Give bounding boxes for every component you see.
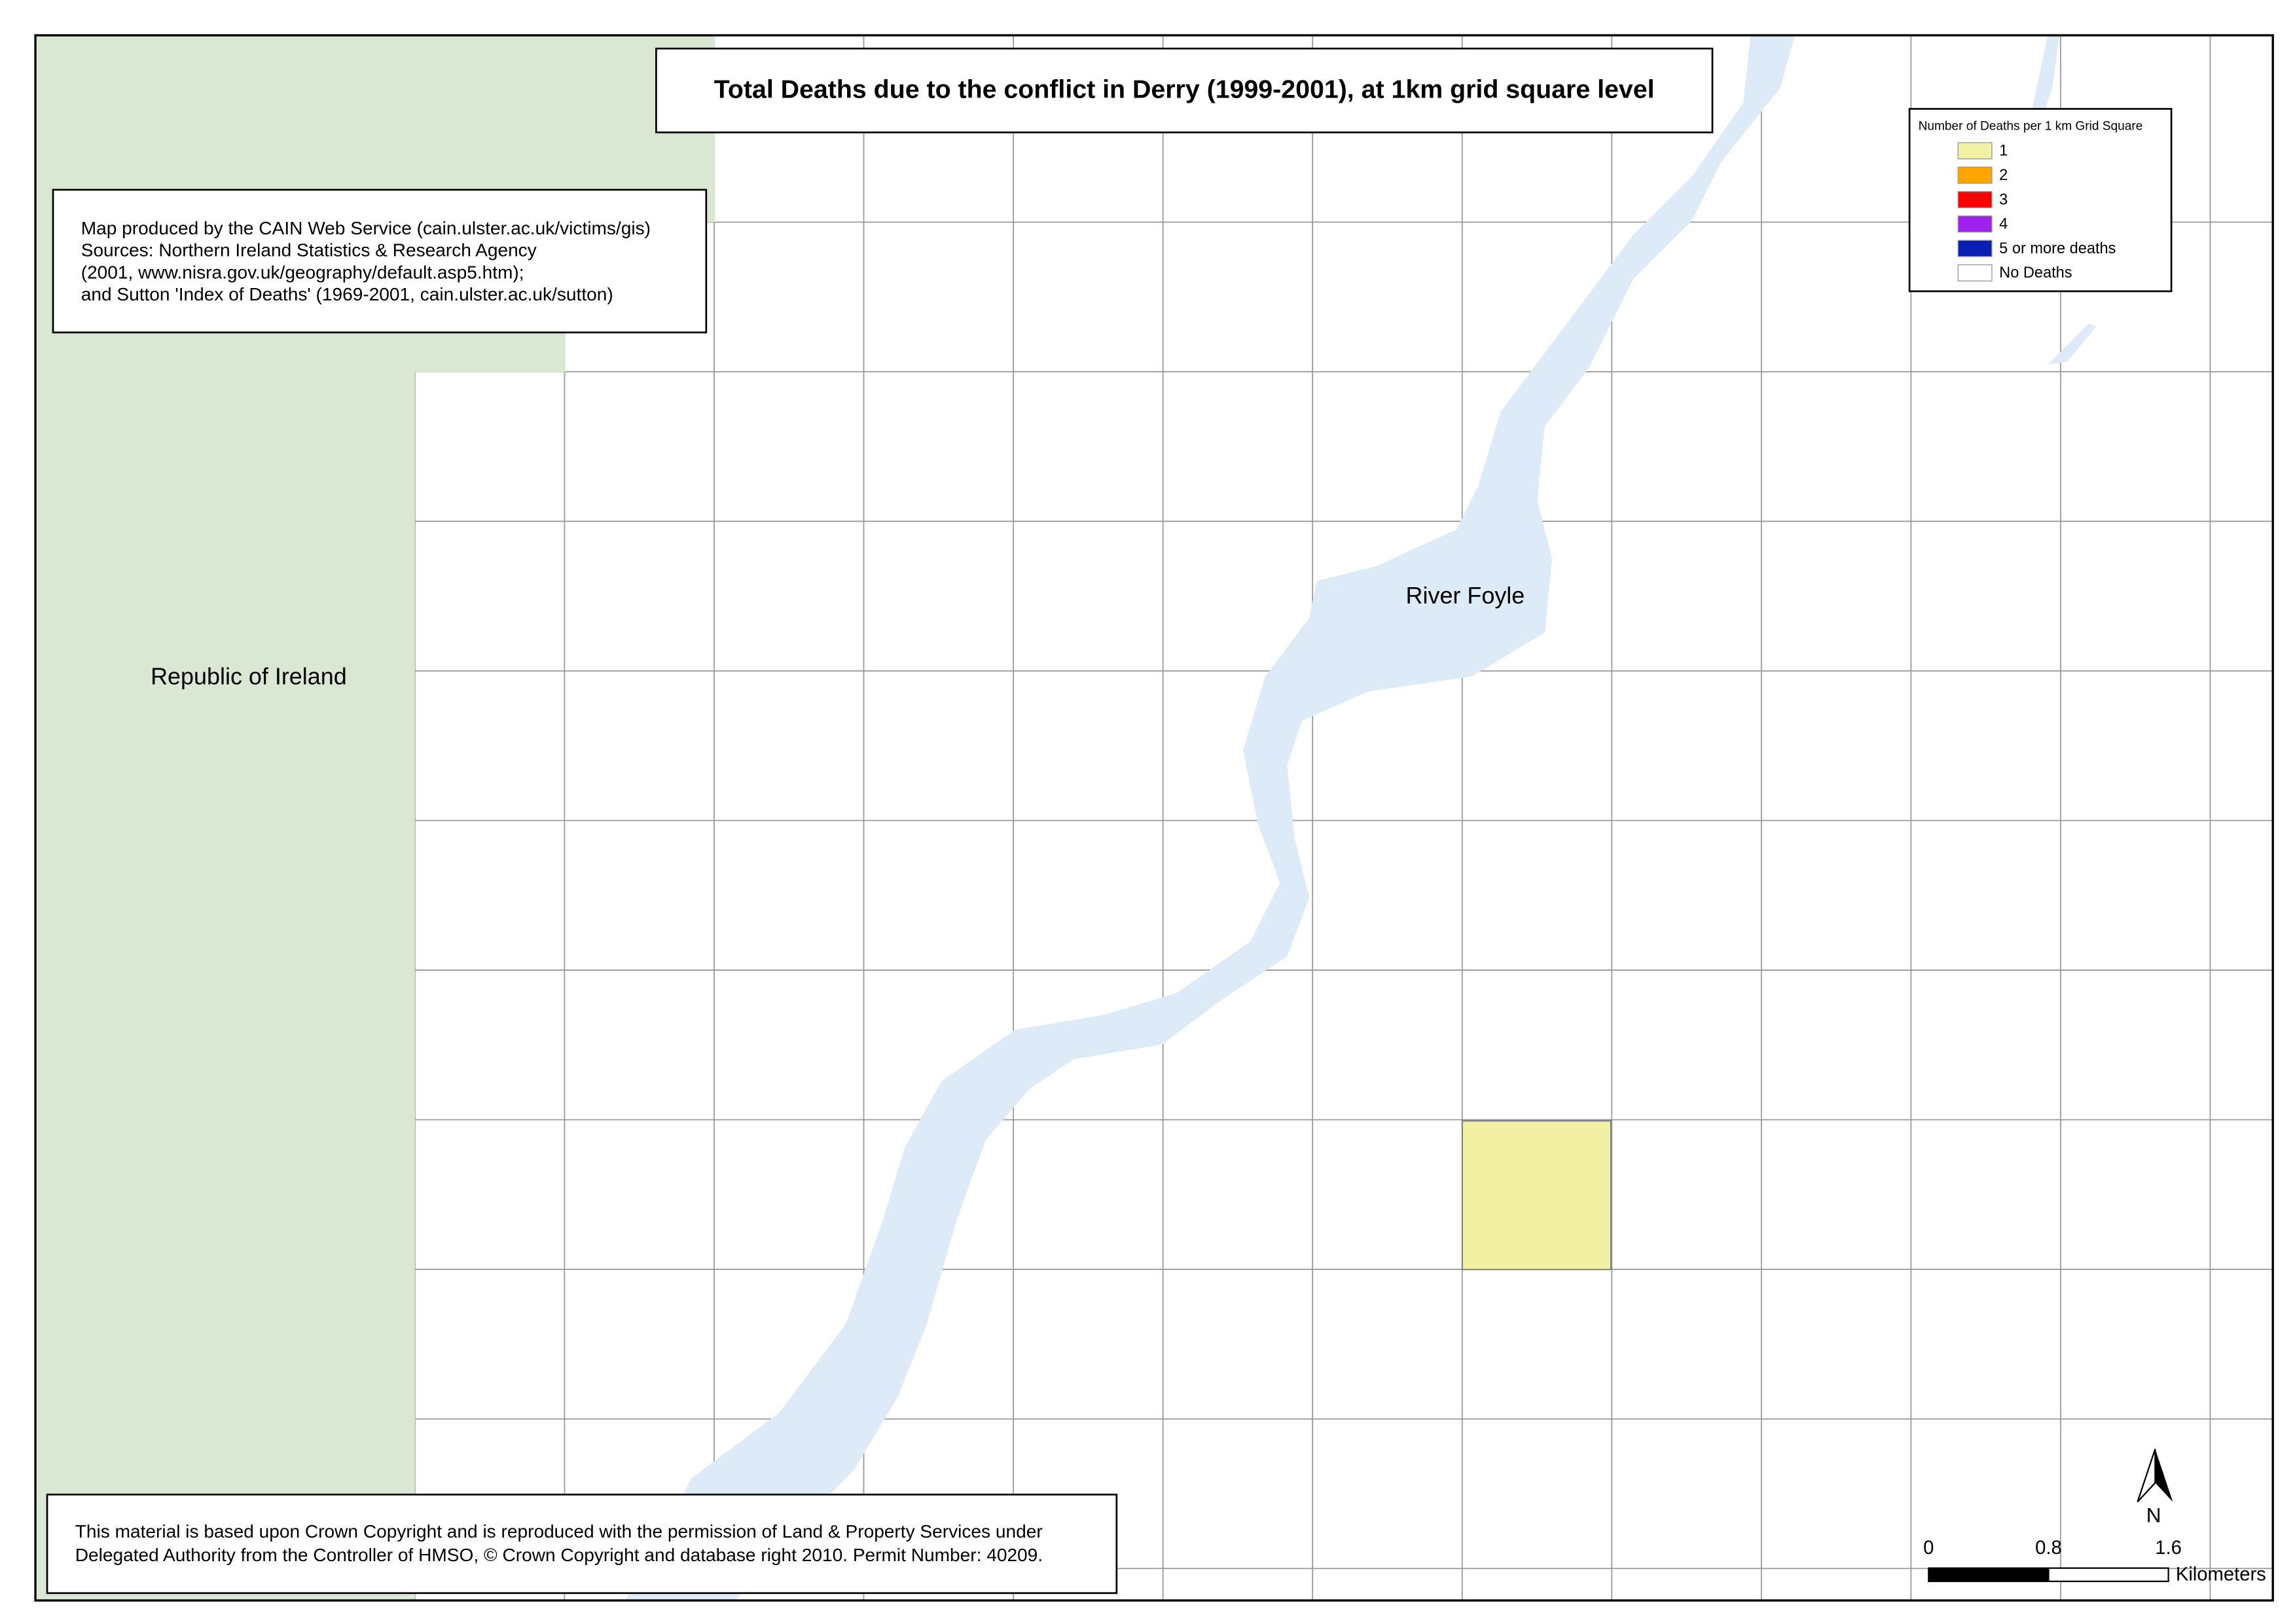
legend-label: 1 [1999,142,2008,159]
north-label: N [2146,1504,2161,1526]
scale-segment [1928,1567,2050,1582]
scale-label: 0.8 [2035,1538,2062,1559]
copyright-line: This material is based upon Crown Copyri… [75,1521,1043,1542]
river-label: River Foyle [1406,582,1525,609]
land-republic [35,35,715,1601]
legend-label: 4 [1999,215,2008,232]
north-arrow-outline [2137,1449,2156,1503]
source-line: Map produced by the CAIN Web Service (ca… [81,218,651,238]
legend-title: Number of Deaths per 1 km Grid Square [1919,119,2143,133]
scale-label: 0 [1923,1538,1934,1559]
legend-label: 2 [1999,166,2008,183]
sources-box [52,189,708,334]
title-box [655,47,1714,134]
map-frame [34,34,2274,1602]
legend-label: 3 [1999,190,2008,208]
country-label: Republic of Ireland [151,662,347,689]
legend-box [1908,107,2173,293]
legend-swatch [1957,166,1993,184]
legend-swatch [1957,264,1993,281]
north-arrow [2155,1449,2173,1502]
legend-swatch [1957,240,1993,257]
river-fragment [2027,35,2097,365]
legend-label: No Deaths [1999,264,2072,281]
legend-swatch [1957,190,1993,208]
grid-square-deaths [1462,1120,1612,1271]
copyright-line: Delegated Authority from the Controller … [75,1545,1043,1565]
legend-label: 5 or more deaths [1999,240,2116,257]
source-line: Sources: Northern Ireland Statistics & R… [81,240,537,261]
legend-swatch [1957,215,1993,233]
scale-label: 1.6 [2155,1538,2182,1559]
map-title: Total Deaths due to the conflict in Derr… [714,75,1655,104]
source-line: (2001, www.nisra.gov.uk/geography/defaul… [81,262,524,282]
source-line: and Sutton 'Index of Deaths' (1969-2001,… [81,284,613,304]
river [625,35,1795,1601]
legend-swatch [1957,142,1993,160]
scale-segment [2048,1567,2169,1582]
overlay: Republic of Ireland River Foyle Total Deat… [46,47,2266,1595]
scale-unit: Kilometers [2176,1564,2266,1585]
copyright-box [46,1493,1118,1595]
